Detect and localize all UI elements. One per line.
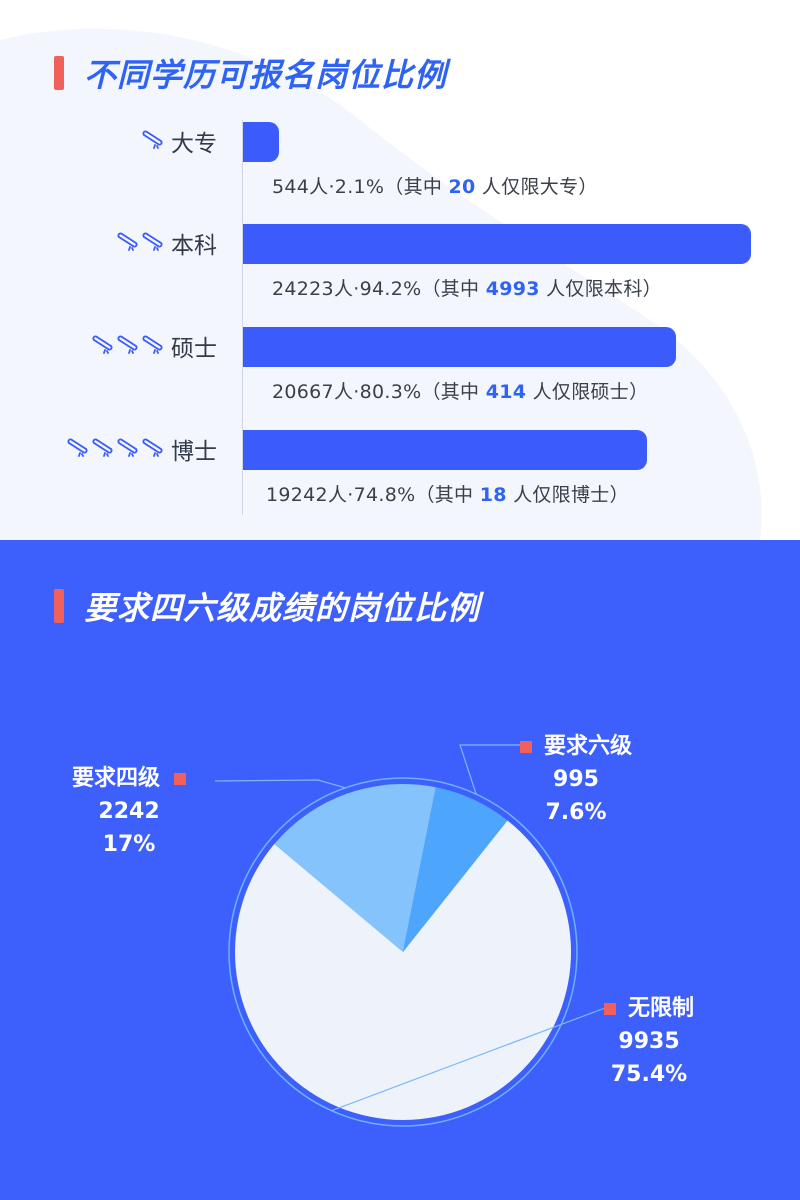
background-wave — [0, 28, 762, 540]
category-name: 博士 — [171, 439, 217, 465]
cet-pie-chart — [214, 744, 606, 1127]
section-title-cet: 要求四六级成绩的岗位比例 — [54, 583, 480, 629]
data-label-text: 人仅限博士） — [506, 484, 629, 506]
exclusive-count: 414 — [485, 381, 527, 403]
category-name: 大专 — [171, 131, 217, 157]
bar-category-label: 大专 — [140, 124, 217, 158]
diploma-scroll-icon — [140, 334, 165, 358]
bar — [243, 122, 279, 162]
data-label-text: 人仅限硕士） — [526, 381, 649, 403]
diploma-scroll-icon — [115, 437, 140, 461]
data-label-text: 24223人·94.2%（其中 — [272, 278, 486, 300]
education-section: 不同学历可报名岗位比例 大专 544人·2.1%（其中 20 人仅限大专） 本科 24… — [0, 0, 800, 540]
slice-name: 无限制 — [628, 996, 695, 1021]
exclusive-count: 20 — [448, 176, 476, 198]
legend-marker — [174, 772, 187, 785]
pie-slice — [403, 787, 508, 952]
data-label-text: 20667人·80.3%（其中 — [272, 381, 486, 403]
data-label-text: 人仅限本科） — [539, 278, 662, 300]
section-title-education: 不同学历可报名岗位比例 — [54, 50, 447, 96]
legend-marker — [520, 740, 532, 753]
section-title: 要求四六级成绩的岗位比例 — [84, 589, 481, 627]
bar-axis-line — [242, 120, 243, 515]
slice-name: 要求六级 — [544, 734, 633, 759]
title-accent-bar — [54, 589, 64, 623]
bar-data-label: 24223人·94.2%（其中 4993 人仅限本科） — [272, 274, 662, 301]
title-accent-bar — [54, 56, 64, 90]
bar — [243, 327, 676, 367]
pie-outer-ring — [228, 777, 578, 1127]
bar-category-label: 博士 — [65, 432, 217, 466]
page-title: 不同学历可报名岗位比例 — [84, 56, 448, 94]
cet-section: 要求四六级成绩的岗位比例 要求四级 2242 17% 要求六级 995 7.6% 无限制 99… — [0, 540, 800, 1200]
slice-value: 2242 — [98, 799, 160, 824]
slice-percent: 7.6% — [545, 800, 607, 825]
diploma-scroll-icon — [140, 437, 165, 461]
diploma-scroll-icon — [90, 334, 115, 358]
data-label-text: 19242人·74.8%（其中 — [266, 484, 480, 506]
bar-row: 本科 24223人·94.2%（其中 4993 人仅限本科） — [0, 222, 800, 312]
bar-row: 大专 544人·2.1%（其中 20 人仅限大专） — [0, 120, 800, 210]
bar-category-label: 硕士 — [90, 329, 217, 363]
pie-slice-label: 无限制 9935 75.4% — [604, 992, 694, 1091]
diploma-icons — [115, 231, 165, 255]
data-label-text: 人仅限大专） — [475, 176, 598, 198]
diploma-scroll-icon — [115, 231, 140, 255]
diploma-scroll-icon — [140, 231, 165, 255]
bar — [243, 430, 647, 470]
bar-row: 硕士 20667人·80.3%（其中 414 人仅限硕士） — [0, 325, 800, 415]
diploma-icons — [65, 437, 165, 461]
bar-category-label: 本科 — [115, 226, 217, 260]
category-name: 硕士 — [171, 336, 217, 362]
data-label-text: 544人·2.1%（其中 — [272, 176, 449, 198]
pie-leader-line — [331, 1007, 606, 1112]
diploma-scroll-icon — [65, 437, 90, 461]
legend-marker — [604, 1002, 616, 1015]
pie-slice-label: 要求六级 995 7.6% — [520, 730, 632, 829]
slice-value: 995 — [553, 767, 599, 792]
category-name: 本科 — [171, 233, 217, 259]
bar-data-label: 544人·2.1%（其中 20 人仅限大专） — [272, 172, 598, 199]
pie-leader-line — [459, 744, 522, 795]
bar — [243, 224, 751, 264]
diploma-icons — [90, 334, 165, 358]
slice-name: 要求四级 — [72, 766, 161, 791]
pie-leader-line — [214, 779, 346, 789]
diploma-scroll-icon — [115, 334, 140, 358]
pie-slice — [274, 784, 436, 952]
bar-row: 博士 19242人·74.8%（其中 18 人仅限博士） — [0, 428, 800, 518]
diploma-scroll-icon — [90, 437, 115, 461]
slice-percent: 17% — [102, 832, 156, 857]
bar-data-label: 20667人·80.3%（其中 414 人仅限硕士） — [272, 377, 648, 404]
pie-slice-label: 要求四级 2242 17% — [72, 762, 187, 861]
diploma-scroll-icon — [140, 129, 165, 153]
exclusive-count: 18 — [479, 484, 507, 506]
bar-data-label: 19242人·74.8%（其中 18 人仅限博士） — [266, 480, 629, 507]
diploma-icons — [140, 129, 165, 153]
exclusive-count: 4993 — [485, 278, 540, 300]
pie-slice — [235, 820, 572, 1120]
slice-percent: 75.4% — [610, 1062, 688, 1087]
slice-value: 9935 — [618, 1029, 680, 1054]
